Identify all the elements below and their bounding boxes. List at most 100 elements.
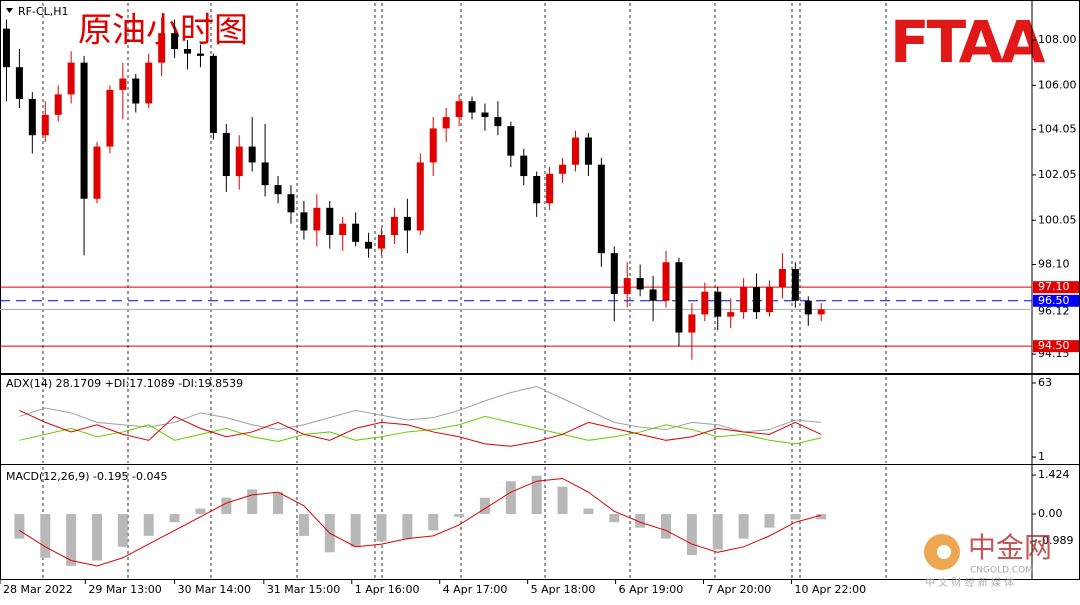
histogram-bar bbox=[738, 514, 749, 539]
candle-body bbox=[158, 33, 166, 63]
x-tick-label: 4 Apr 17:00 bbox=[443, 583, 508, 596]
x-tick-label: 7 Apr 20:00 bbox=[707, 583, 772, 596]
candle-body bbox=[559, 164, 567, 174]
candle-body bbox=[196, 53, 204, 56]
y-tick-label: 104.05 bbox=[1038, 123, 1077, 136]
candle-body bbox=[54, 94, 62, 115]
histogram-bar bbox=[712, 514, 723, 550]
candle-body bbox=[791, 269, 799, 301]
watermark: 中金网 bbox=[968, 531, 1052, 564]
candle-body bbox=[468, 101, 476, 113]
y-tick-label: -0.989 bbox=[1038, 534, 1073, 547]
histogram-bar bbox=[635, 514, 646, 528]
y-tick-label: 98.10 bbox=[1038, 257, 1070, 270]
histogram-bar bbox=[609, 514, 620, 523]
x-tick-label: 29 Mar 13:00 bbox=[88, 583, 161, 596]
histogram-bar bbox=[14, 514, 25, 539]
candle-body bbox=[235, 146, 243, 177]
candle-body bbox=[390, 216, 398, 236]
y-tick-label: 1 bbox=[1038, 450, 1045, 463]
candle-body bbox=[494, 117, 502, 127]
histogram-bar bbox=[661, 514, 672, 539]
current-price-label: 96.12 bbox=[1038, 304, 1070, 317]
histogram-bar bbox=[273, 492, 284, 515]
histogram-bar bbox=[66, 514, 77, 566]
histogram-bar bbox=[790, 514, 801, 520]
histogram-bar bbox=[350, 514, 361, 547]
candle-body bbox=[727, 312, 735, 317]
candle-body bbox=[571, 137, 579, 165]
watermark-icon-inner bbox=[937, 545, 951, 559]
candle-body bbox=[403, 216, 411, 231]
y-tick-label: 108.00 bbox=[1038, 33, 1077, 46]
x-tick-label: 6 Apr 19:00 bbox=[619, 583, 684, 596]
candle-body bbox=[313, 207, 321, 231]
histogram-bar bbox=[816, 514, 827, 520]
candle-body bbox=[326, 207, 334, 236]
candle-body bbox=[41, 114, 49, 136]
indicator-line bbox=[19, 386, 822, 433]
histogram-bar bbox=[557, 486, 568, 515]
candle-body bbox=[300, 212, 308, 231]
candle-body bbox=[610, 253, 618, 294]
candle-body bbox=[287, 194, 295, 213]
x-tick-label: 10 Apr 22:00 bbox=[794, 583, 866, 596]
histogram-bar bbox=[117, 514, 128, 547]
candle-body bbox=[365, 241, 373, 249]
menu-arrow bbox=[6, 8, 13, 13]
y-tick-label: 0.00 bbox=[1038, 507, 1063, 520]
candle-body bbox=[778, 269, 786, 288]
histogram-bar bbox=[169, 514, 180, 523]
y-tick-label: 100.05 bbox=[1038, 213, 1077, 226]
level-label-bg bbox=[1033, 340, 1079, 353]
candle-body bbox=[533, 176, 541, 204]
adx-title: ADX(14) 28.1709 +DI:17.1089 -DI:19.8539 bbox=[6, 377, 243, 390]
candle-body bbox=[209, 55, 217, 133]
candle-body bbox=[804, 300, 812, 315]
candle-body bbox=[416, 162, 424, 231]
candle-body bbox=[753, 287, 761, 313]
x-tick-label: 31 Mar 15:00 bbox=[267, 583, 340, 596]
candle-body bbox=[106, 89, 114, 147]
histogram-bar bbox=[195, 508, 206, 515]
candle-body bbox=[584, 137, 592, 165]
x-tick-label: 1 Apr 16:00 bbox=[355, 583, 420, 596]
histogram-bar bbox=[40, 514, 51, 558]
candle-body bbox=[93, 146, 101, 199]
indicator-line bbox=[19, 409, 822, 447]
candle-body bbox=[442, 117, 450, 129]
histogram-bar bbox=[479, 497, 490, 515]
candle-body bbox=[455, 101, 463, 118]
candle-body bbox=[339, 223, 347, 236]
candle-body bbox=[352, 223, 360, 242]
candle-body bbox=[714, 291, 722, 317]
x-tick-label: 5 Apr 18:00 bbox=[531, 583, 596, 596]
candle-body bbox=[378, 235, 386, 249]
candle-body bbox=[817, 309, 825, 315]
x-tick-label: 30 Mar 14:00 bbox=[178, 583, 251, 596]
histogram-bar bbox=[298, 514, 309, 536]
histogram-bar bbox=[531, 475, 542, 515]
histogram-bar bbox=[91, 514, 102, 561]
level-label: 97.10 bbox=[1038, 280, 1070, 293]
watermark-url: CNGOLD.COM bbox=[970, 566, 1033, 576]
candle-body bbox=[649, 289, 657, 301]
histogram-bar bbox=[143, 514, 154, 536]
candle-body bbox=[520, 155, 528, 177]
candle-body bbox=[274, 185, 282, 195]
candle-body bbox=[662, 262, 670, 301]
candle-body bbox=[597, 164, 605, 254]
histogram-bar bbox=[764, 514, 775, 528]
level-label: 94.50 bbox=[1038, 339, 1070, 352]
candle-body bbox=[132, 78, 140, 104]
signal-line bbox=[19, 477, 822, 567]
candle-body bbox=[507, 126, 515, 156]
level-label-bg bbox=[1033, 294, 1079, 307]
level-label: 96.50 bbox=[1038, 294, 1070, 307]
histogram-bar bbox=[402, 514, 413, 539]
candle-body bbox=[67, 62, 75, 95]
histogram-bar bbox=[686, 514, 697, 556]
logo: FTAA bbox=[890, 8, 1046, 76]
candle-body bbox=[261, 162, 269, 186]
